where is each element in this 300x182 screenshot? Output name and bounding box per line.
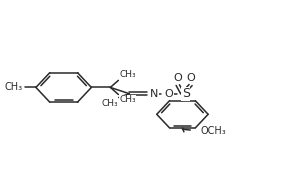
Text: CH₃: CH₃	[119, 70, 136, 80]
Text: S: S	[182, 87, 190, 100]
Text: CH₃: CH₃	[119, 95, 136, 104]
Text: O: O	[186, 73, 195, 83]
Text: CH₃: CH₃	[5, 82, 23, 92]
Text: N: N	[150, 88, 159, 98]
Text: O: O	[173, 73, 182, 83]
Text: OCH₃: OCH₃	[201, 126, 226, 136]
Text: CH₃: CH₃	[101, 99, 118, 108]
Text: O: O	[165, 89, 173, 99]
